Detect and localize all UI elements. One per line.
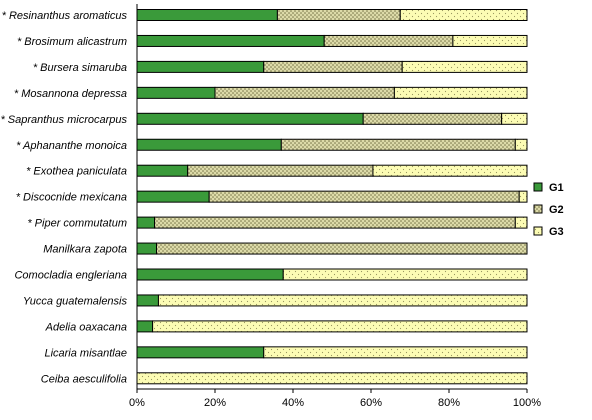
category-label: Yucca guatemalensis [23, 295, 128, 307]
category-label: * Discocnide mexicana [16, 192, 127, 204]
category-label: * Bursera simaruba [33, 62, 127, 74]
bar-g2-sapranthus-microcarpus [362, 112, 503, 125]
bar-g1-manilkara-zapota [136, 242, 157, 255]
bar-g3-adelia-oaxacana [152, 320, 528, 333]
category-labels: * Resinanthus aromaticus * Brosimum alica… [0, 10, 127, 385]
x-tick-label: 0% [129, 397, 145, 409]
legend: G1 G2 G3 [533, 182, 564, 238]
bar-g1-bursera-simaruba [136, 60, 265, 73]
bar-g2-manilkara-zapota [156, 242, 528, 255]
bar-g3-licaria-misantlae [263, 346, 528, 359]
bar-g3-mosannona-depressa [393, 86, 528, 99]
legend-label-g3: G3 [549, 226, 564, 238]
category-label: Ceiba aesculifolia [41, 373, 127, 385]
bar-g3-aphananthe-monoica [514, 138, 528, 151]
bar-g1-aphananthe-monoica [136, 138, 282, 151]
bars-layer [136, 9, 528, 385]
bar-g3-brosimum-alicastrum [452, 34, 528, 47]
bar-g2-aphananthe-monoica [280, 138, 516, 151]
bar-g1-licaria-misantlae [136, 346, 265, 359]
bar-g2-brosimum-alicastrum [323, 34, 454, 47]
bar-g3-exothea-paniculata [372, 164, 528, 177]
category-label: * Piper commutatum [27, 218, 127, 230]
x-tick-label: 80% [438, 397, 460, 409]
category-label: Adelia oaxacana [45, 321, 127, 333]
category-label: * Brosimum alicastrum [17, 36, 127, 48]
bar-g1-exothea-paniculata [136, 164, 189, 177]
category-label: Licaria misantlae [44, 347, 127, 359]
category-label: * Resinanthus aromaticus [2, 10, 128, 22]
bar-g1-comocladia-engleriana [136, 268, 284, 281]
legend-swatch-g2 [533, 204, 543, 214]
bar-g3-sapranthus-microcarpus [501, 112, 528, 125]
bar-g1-yucca-guatemalensis [136, 294, 159, 307]
legend-label-g2: G2 [549, 204, 564, 216]
legend-swatch-g1 [533, 182, 543, 192]
bar-g3-bursera-simaruba [401, 60, 528, 73]
bar-g1-resinanthus-aromaticus [136, 9, 278, 21]
x-tick-label: 60% [360, 397, 382, 409]
bar-g3-discocnide-mexicana [518, 190, 528, 203]
category-label: Comocladia engleriana [14, 270, 127, 282]
x-tick-label: 40% [282, 397, 304, 409]
bar-g2-bursera-simaruba [263, 60, 403, 73]
x-axis: 0% 20% 40% 60% 80% 100% [129, 4, 541, 409]
bar-g2-piper-commutatum [154, 216, 516, 229]
category-label: * Sapranthus microcarpus [0, 114, 127, 126]
bar-g3-comocladia-engleriana [282, 268, 528, 281]
bar-g3-ceiba-aesculifolia [136, 372, 528, 385]
legend-label-g1: G1 [549, 182, 564, 194]
bar-g2-mosannona-depressa [214, 86, 395, 99]
bar-g1-piper-commutatum [136, 216, 156, 229]
bar-g1-mosannona-depressa [136, 86, 216, 99]
category-label: Manilkara zapota [43, 244, 127, 256]
bar-g2-discocnide-mexicana [208, 190, 520, 203]
x-tick-label: 100% [513, 397, 541, 409]
bar-g3-piper-commutatum [514, 216, 528, 229]
category-label: * Aphananthe monoica [16, 140, 127, 152]
bar-g1-discocnide-mexicana [136, 190, 210, 203]
category-label: * Mosannona depressa [14, 88, 127, 100]
bar-g1-adelia-oaxacana [136, 320, 154, 333]
bar-g2-exothea-paniculata [187, 164, 374, 177]
x-tick-label: 20% [204, 397, 226, 409]
bar-g1-brosimum-alicastrum [136, 34, 325, 47]
bar-g3-resinanthus-aromaticus [399, 9, 528, 21]
category-label: * Exothea paniculata [26, 166, 127, 178]
bar-g2-resinanthus-aromaticus [276, 9, 401, 21]
legend-swatch-g3 [533, 226, 543, 236]
bar-g1-sapranthus-microcarpus [136, 112, 364, 125]
bar-g3-yucca-guatemalensis [157, 294, 528, 307]
